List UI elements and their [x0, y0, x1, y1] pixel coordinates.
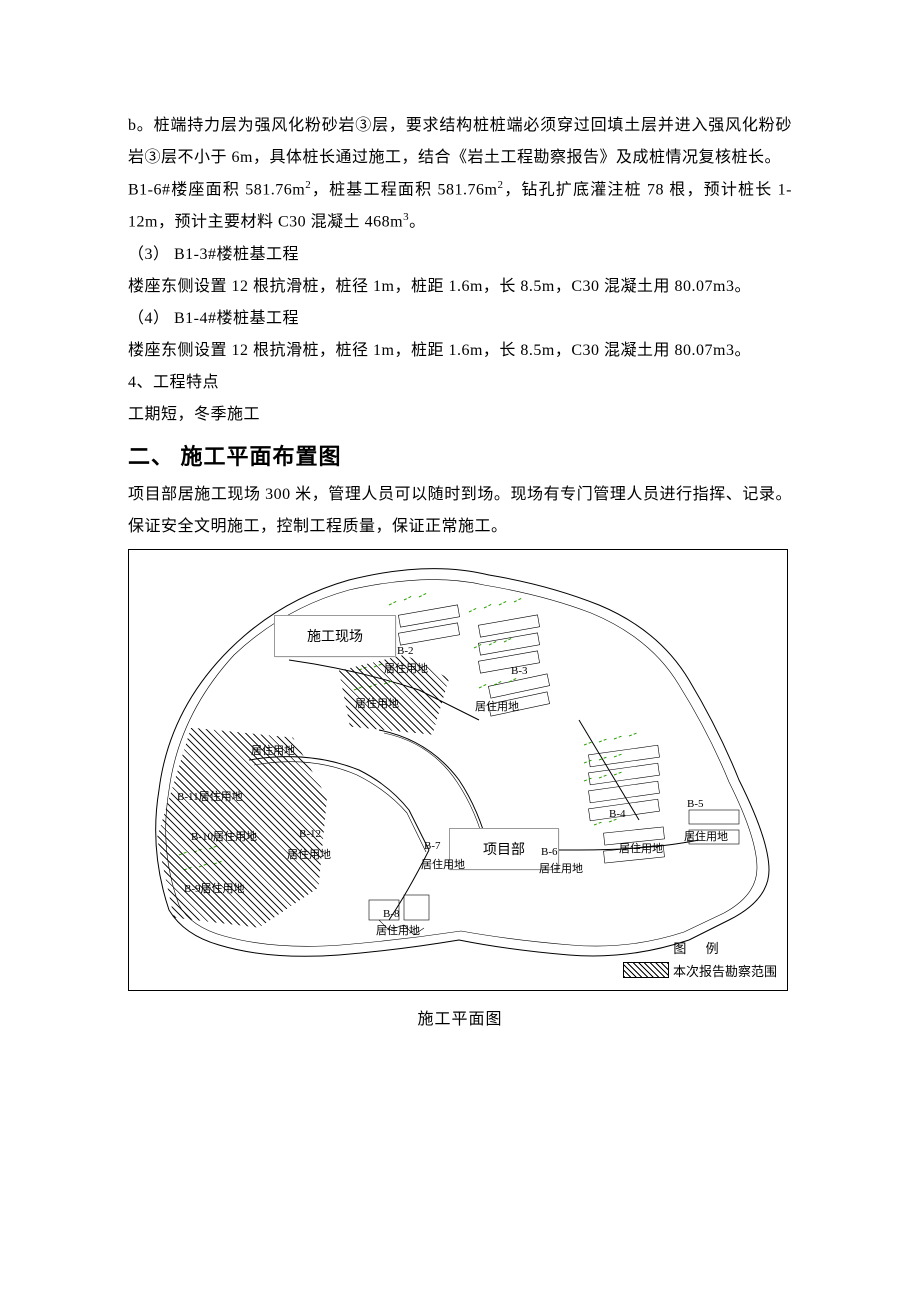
label-b12: B-12	[299, 828, 321, 840]
paragraph-b: b。桩端持力层为强风化粉砂岩③层，要求结构桩桩端必须穿过回填土层并进入强风化粉砂…	[128, 110, 792, 174]
label-b7: B-7	[424, 840, 441, 852]
document-page: b。桩端持力层为强风化粉砂岩③层，要求结构桩桩端必须穿过回填土层并进入强风化粉砂…	[0, 0, 920, 1109]
paragraph-4-body: 楼座东侧设置 12 根抗滑桩，桩径 1m，桩距 1.6m，长 8.5m，C30 …	[128, 335, 792, 367]
paragraph-3-title: （3） B1-3#楼桩基工程	[128, 239, 792, 271]
text-fragment: 。	[409, 214, 426, 231]
label-res-9: 居住用地	[684, 828, 728, 844]
label-res-5: 居住用地	[287, 846, 331, 862]
label-res-6: 居住用地	[421, 856, 465, 872]
label-res-10: 居住用地	[376, 922, 420, 938]
paragraph-features-title: 4、工程特点	[128, 367, 792, 399]
paragraph-b1-6: B1-6#楼座面积 581.76m2，桩基工程面积 581.76m2，钻孔扩底灌…	[128, 174, 792, 239]
label-res-8: 居住用地	[619, 840, 663, 856]
text-fragment: ，桩基工程面积 581.76m	[311, 181, 497, 198]
legend: 图 例 本次报告勘察范围	[623, 938, 777, 980]
legend-title: 图 例	[623, 938, 777, 957]
figure-caption: 施工平面图	[128, 1005, 792, 1029]
label-res-4: 居住用地	[251, 742, 295, 758]
site-plan-figure: 施工现场 项目部 B-2 B-3 B-4 B-5 B-6 B-7 B-8 B-9…	[128, 549, 788, 991]
label-res-2: 居住用地	[475, 698, 519, 714]
label-res-7: 居住用地	[539, 860, 583, 876]
legend-row: 本次报告勘察范围	[623, 961, 777, 980]
label-b5: B-5	[687, 798, 704, 810]
label-b10: B-10居住用地	[191, 828, 257, 844]
paragraph-3-body: 楼座东侧设置 12 根抗滑桩，桩径 1m，桩距 1.6m，长 8.5m，C30 …	[128, 271, 792, 303]
label-b8: B-8	[383, 908, 400, 920]
paragraph-4-title: （4） B1-4#楼桩基工程	[128, 303, 792, 335]
label-b9: B-9居住用地	[184, 880, 245, 896]
paragraph-features-body: 工期短，冬季施工	[128, 399, 792, 431]
label-res-1: 居住用地	[384, 660, 428, 676]
hatch-swatch-icon	[623, 962, 669, 978]
label-b4: B-4	[609, 808, 626, 820]
label-res-3: 居住用地	[355, 695, 399, 711]
section-heading: 二、 施工平面布置图	[128, 435, 792, 479]
text-fragment: B1-6#楼座面积 581.76m	[128, 181, 305, 198]
label-b11: B-11居住用地	[177, 788, 243, 804]
label-b2: B-2	[397, 645, 414, 657]
label-b6: B-6	[541, 846, 558, 858]
callout-construction-site: 施工现场	[274, 615, 396, 657]
legend-item-label: 本次报告勘察范围	[673, 961, 777, 980]
paragraph-layout-desc: 项目部居施工现场 300 米，管理人员可以随时到场。现场有专门管理人员进行指挥、…	[128, 479, 792, 543]
label-b3: B-3	[511, 665, 528, 677]
